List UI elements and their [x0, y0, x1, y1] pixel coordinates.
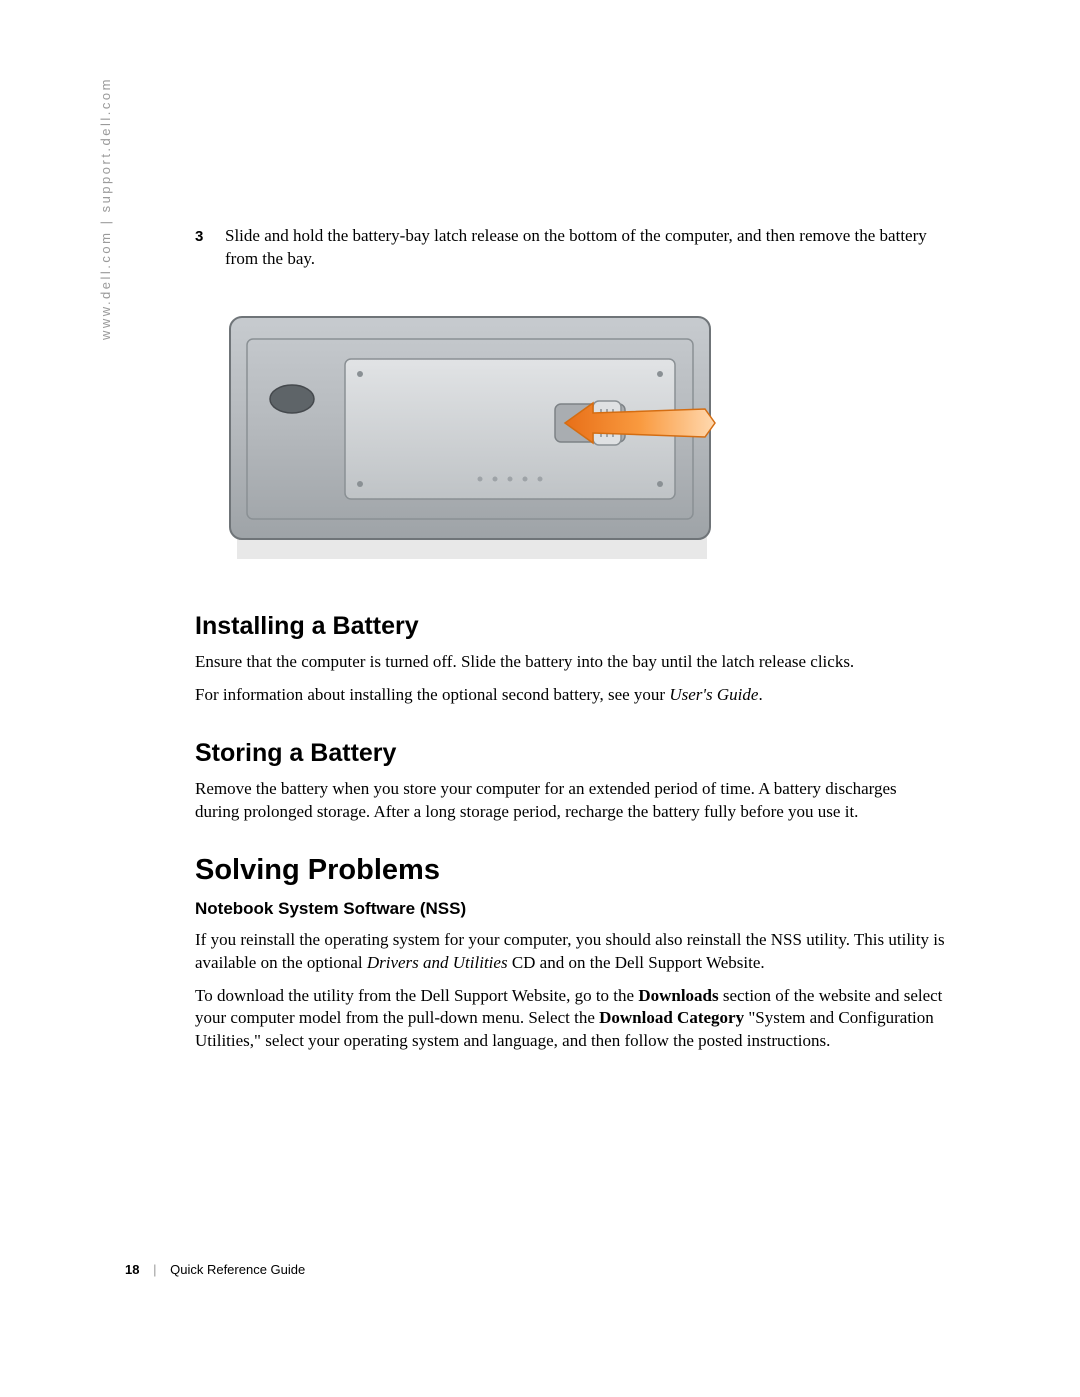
- installing-p2: For information about installing the opt…: [195, 684, 945, 707]
- document-page: www.dell.com | support.dell.com 3 Slide …: [0, 0, 1080, 1397]
- download-category-bold: Download Category: [599, 1008, 744, 1027]
- heading-solving-problems: Solving Problems: [195, 854, 945, 887]
- battery-latch-figure: [225, 309, 945, 572]
- footer-title: Quick Reference Guide: [170, 1262, 305, 1277]
- heading-storing-battery: Storing a Battery: [195, 739, 945, 768]
- step-3: 3 Slide and hold the battery-bay latch r…: [195, 225, 945, 271]
- page-content: 3 Slide and hold the battery-bay latch r…: [195, 225, 945, 1063]
- text-span: .: [758, 685, 762, 704]
- text-span: To download the utility from the Dell Su…: [195, 986, 638, 1005]
- sidebar-url: www.dell.com | support.dell.com: [98, 77, 113, 340]
- battery-figure-svg: [225, 309, 720, 567]
- users-guide-italic: User's Guide: [669, 685, 758, 704]
- step-number: 3: [195, 225, 225, 247]
- installing-p1: Ensure that the computer is turned off. …: [195, 651, 945, 674]
- page-footer: 18 | Quick Reference Guide: [125, 1262, 305, 1277]
- footer-separator: |: [153, 1262, 156, 1277]
- page-number: 18: [125, 1262, 139, 1277]
- nss-p1: If you reinstall the operating system fo…: [195, 929, 945, 975]
- drivers-utilities-italic: Drivers and Utilities: [367, 953, 508, 972]
- text-span: For information about installing the opt…: [195, 685, 669, 704]
- nss-p2: To download the utility from the Dell Su…: [195, 985, 945, 1054]
- storing-p1: Remove the battery when you store your c…: [195, 778, 945, 824]
- text-span: CD and on the Dell Support Website.: [508, 953, 765, 972]
- heading-installing-battery: Installing a Battery: [195, 612, 945, 641]
- step-text: Slide and hold the battery-bay latch rel…: [225, 225, 945, 271]
- heading-nss: Notebook System Software (NSS): [195, 899, 945, 919]
- downloads-bold: Downloads: [638, 986, 718, 1005]
